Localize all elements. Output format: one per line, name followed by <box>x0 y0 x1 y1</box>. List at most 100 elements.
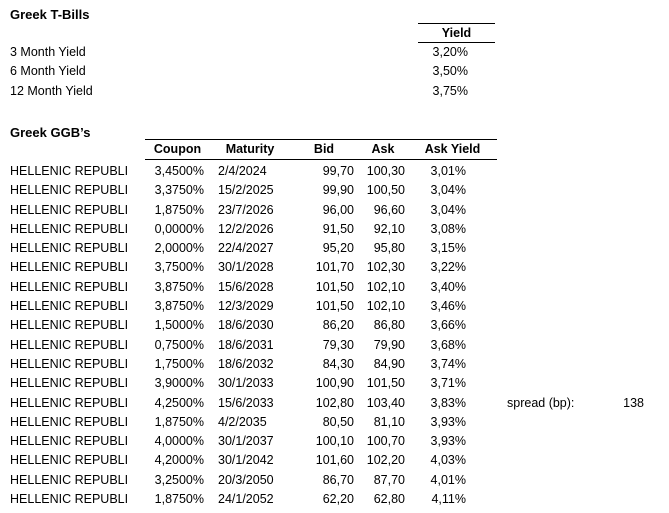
ggb-table-row: HELLENIC REPUBLI 1,8750% 24/1/2052 62,20… <box>10 490 497 509</box>
bid-cell: 91,50 <box>322 221 354 236</box>
tbill-label: 12 Month Yield <box>10 83 93 98</box>
maturity-cell: 2/4/2024 <box>218 164 267 178</box>
tbill-row: 12 Month Yield 3,75% <box>0 82 669 101</box>
coupon-cell: 4,2000% <box>154 453 204 468</box>
bond-name-cell: HELLENIC REPUBLI <box>10 395 129 410</box>
bid-cell: 79,30 <box>322 337 354 352</box>
ask-yield-cell: 3,68% <box>430 337 466 352</box>
maturity-cell: 12/2/2026 <box>218 221 274 236</box>
ask-yield-cell: 3,01% <box>430 164 466 178</box>
maturity-cell: 20/3/2050 <box>218 472 274 487</box>
maturity-cell: 15/2/2025 <box>218 183 274 198</box>
maturity-cell: 30/1/2042 <box>218 453 274 468</box>
ask-yield-cell: 4,03% <box>430 453 466 468</box>
bond-name-cell: HELLENIC REPUBLI <box>10 260 129 275</box>
ask-cell: 100,50 <box>366 183 405 198</box>
coupon-cell: 3,4500% <box>154 164 204 178</box>
maturity-column-header: Maturity <box>225 142 275 156</box>
ask-yield-cell: 3,71% <box>430 376 466 391</box>
maturity-cell: 18/6/2032 <box>218 356 274 371</box>
ask-yield-cell: 3,83% <box>430 395 466 410</box>
bid-cell: 86,70 <box>322 472 354 487</box>
coupon-cell: 3,7500% <box>154 260 204 275</box>
tbill-label: 6 Month Yield <box>10 64 86 79</box>
ggb-table-row: HELLENIC REPUBLI 2,0000% 22/4/2027 95,20… <box>10 239 497 258</box>
maturity-cell: 4/2/2035 <box>218 414 267 429</box>
ask-cell: 81,10 <box>373 414 405 429</box>
tbills-section-title: Greek T-Bills <box>10 7 90 22</box>
bond-name-cell: HELLENIC REPUBLI <box>10 183 129 198</box>
ggb-table-row: HELLENIC REPUBLI 4,2000% 30/1/2042 101,6… <box>10 451 497 470</box>
ask-yield-cell: 3,04% <box>430 183 466 198</box>
bond-name-cell: HELLENIC REPUBLI <box>10 492 129 507</box>
maturity-cell: 18/6/2030 <box>218 318 274 333</box>
bond-name-cell: HELLENIC REPUBLI <box>10 434 129 449</box>
coupon-cell: 1,7500% <box>154 356 204 371</box>
tbill-row: 6 Month Yield 3,50% <box>0 62 669 81</box>
maturity-cell: 30/1/2033 <box>218 376 274 391</box>
bid-cell: 102,80 <box>315 395 354 410</box>
ask-column-header: Ask <box>371 142 395 156</box>
ask-cell: 100,70 <box>366 434 405 449</box>
bond-name-cell: HELLENIC REPUBLI <box>10 472 129 487</box>
ask-cell: 102,10 <box>366 299 405 314</box>
ask-yield-cell: 3,74% <box>430 356 466 371</box>
coupon-cell: 2,0000% <box>154 241 204 256</box>
ask-cell: 79,90 <box>373 337 405 352</box>
bid-cell: 84,30 <box>322 356 354 371</box>
bond-name-cell: HELLENIC REPUBLI <box>10 202 129 217</box>
ggb-table-body: HELLENIC REPUBLI 3,4500% 2/4/2024 99,70 … <box>10 162 497 509</box>
ggb-table-row: HELLENIC REPUBLI 4,2500% 15/6/2033 102,8… <box>10 394 497 413</box>
ask-cell: 62,80 <box>373 492 405 507</box>
coupon-cell: 3,3750% <box>154 183 204 198</box>
ask-cell: 100,30 <box>366 164 405 178</box>
ggb-table-row: HELLENIC REPUBLI 1,8750% 4/2/2035 80,50 … <box>10 413 497 432</box>
spread-label: spread (bp): <box>507 396 575 410</box>
maturity-cell: 30/1/2028 <box>218 260 274 275</box>
tbills-yield-column-header: Yield <box>418 23 495 43</box>
bid-cell: 99,90 <box>322 183 354 198</box>
ask-yield-cell: 3,08% <box>430 221 466 236</box>
ask-yield-cell: 3,22% <box>430 260 466 275</box>
maturity-cell: 22/4/2027 <box>218 241 274 256</box>
coupon-cell: 4,0000% <box>154 434 204 449</box>
bid-cell: 62,20 <box>322 492 354 507</box>
tbill-yield-value: 3,50% <box>432 64 468 79</box>
ask-cell: 84,90 <box>373 356 405 371</box>
coupon-cell: 3,9000% <box>154 376 204 391</box>
coupon-cell: 3,8750% <box>154 279 204 294</box>
ggb-table-row: HELLENIC REPUBLI 3,4500% 2/4/2024 99,70 … <box>10 162 497 181</box>
coupon-cell: 1,8750% <box>154 414 204 429</box>
ask-yield-column-header: Ask Yield <box>424 142 481 156</box>
bond-name-cell: HELLENIC REPUBLI <box>10 337 129 352</box>
ggb-table-row: HELLENIC REPUBLI 3,3750% 15/2/2025 99,90… <box>10 181 497 200</box>
bid-cell: 100,10 <box>315 434 354 449</box>
ggbs-section-title: Greek GGB’s <box>10 125 91 140</box>
bond-name-cell: HELLENIC REPUBLI <box>10 356 129 371</box>
ask-cell: 102,30 <box>366 260 405 275</box>
bond-name-cell: HELLENIC REPUBLI <box>10 221 129 236</box>
bid-cell: 96,00 <box>322 202 354 217</box>
bid-cell: 86,20 <box>322 318 354 333</box>
ask-cell: 101,50 <box>366 376 405 391</box>
ggb-table-row: HELLENIC REPUBLI 3,8750% 15/6/2028 101,5… <box>10 278 497 297</box>
bid-cell: 80,50 <box>322 414 354 429</box>
bid-cell: 99,70 <box>322 164 354 178</box>
bid-cell: 101,50 <box>315 279 354 294</box>
tbill-yield-value: 3,75% <box>432 83 468 98</box>
ask-cell: 87,70 <box>373 472 405 487</box>
ggb-table-row: HELLENIC REPUBLI 1,8750% 23/7/2026 96,00… <box>10 201 497 220</box>
bid-cell: 101,70 <box>315 260 354 275</box>
maturity-cell: 15/6/2028 <box>218 279 274 294</box>
ggb-table-row: HELLENIC REPUBLI 3,2500% 20/3/2050 86,70… <box>10 471 497 490</box>
bid-cell: 95,20 <box>322 241 354 256</box>
bond-name-cell: HELLENIC REPUBLI <box>10 299 129 314</box>
coupon-cell: 3,8750% <box>154 299 204 314</box>
bond-name-cell: HELLENIC REPUBLI <box>10 164 129 178</box>
tbill-row: 3 Month Yield 3,20% <box>0 43 669 62</box>
ask-yield-cell: 4,01% <box>430 472 466 487</box>
ask-cell: 102,10 <box>366 279 405 294</box>
ask-yield-cell: 3,40% <box>430 279 466 294</box>
maturity-cell: 18/6/2031 <box>218 337 274 352</box>
